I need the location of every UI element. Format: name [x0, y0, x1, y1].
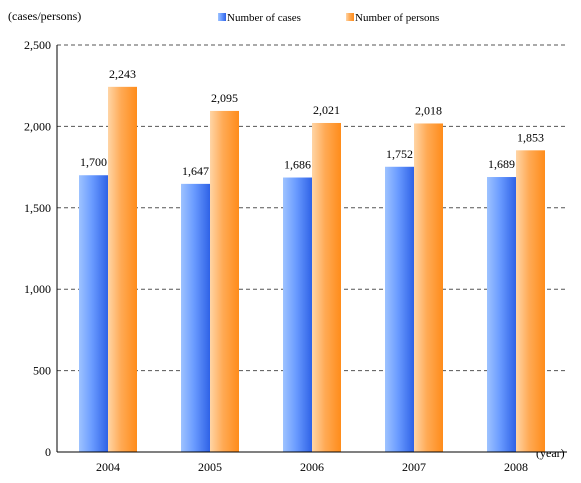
- bar-persons-2005: [210, 110, 239, 453]
- bars: [79, 86, 545, 453]
- data-label-persons-2006: 2,021: [313, 103, 340, 117]
- bar-persons-2007: [414, 123, 443, 452]
- legend-label-cases: Number of cases: [227, 12, 301, 24]
- x-tick-label: 2007: [402, 460, 426, 474]
- legend-swatch-cases: [218, 13, 226, 21]
- data-label-cases-2008: 1,689: [488, 157, 515, 171]
- y-tick-label: 1,500: [24, 201, 51, 215]
- y-tick-label: 0: [45, 445, 51, 459]
- bar-cases-2008: [487, 177, 516, 452]
- y-tick-label: 2,500: [24, 38, 51, 52]
- data-label-cases-2004: 1,700: [80, 155, 107, 169]
- bar-persons-2004: [108, 86, 137, 452]
- x-tick-label: 2005: [198, 460, 222, 474]
- data-label-persons-2008: 1,853: [517, 130, 544, 144]
- data-labels: 1,700 2,243 1,647 2,095 1,686 2,021 1,752 2,018…: [80, 67, 544, 178]
- bar-cases-2006: [283, 177, 312, 452]
- y-axis-label: (cases/persons): [8, 9, 81, 23]
- y-tick-label: 500: [33, 364, 51, 378]
- legend-swatch-persons: [346, 13, 354, 21]
- bar-persons-2008: [516, 150, 545, 452]
- legend-label-persons: Number of persons: [355, 12, 439, 24]
- bar-cases-2007: [385, 166, 414, 452]
- bar-persons-2006: [312, 122, 341, 452]
- x-tick-labels: 2004 2005 2006 2007 2008: [96, 460, 528, 474]
- data-label-persons-2005: 2,095: [211, 91, 238, 105]
- x-tick-label: 2006: [300, 460, 324, 474]
- data-label-cases-2006: 1,686: [284, 158, 311, 172]
- x-tick-label: 2008: [504, 460, 528, 474]
- bar-cases-2005: [181, 183, 210, 452]
- x-tick-label: 2004: [96, 460, 120, 474]
- data-label-cases-2005: 1,647: [182, 164, 209, 178]
- y-tick-label: 1,000: [24, 282, 51, 296]
- data-label-persons-2004: 2,243: [109, 67, 136, 81]
- data-label-cases-2007: 1,752: [386, 147, 413, 161]
- legend: Number of cases Number of persons: [218, 12, 439, 24]
- y-tick-labels: 0 500 1,000 1,500 2,000 2,500: [24, 38, 51, 459]
- data-label-persons-2007: 2,018: [415, 103, 442, 117]
- bar-cases-2004: [79, 175, 108, 453]
- y-tick-label: 2,000: [24, 119, 51, 133]
